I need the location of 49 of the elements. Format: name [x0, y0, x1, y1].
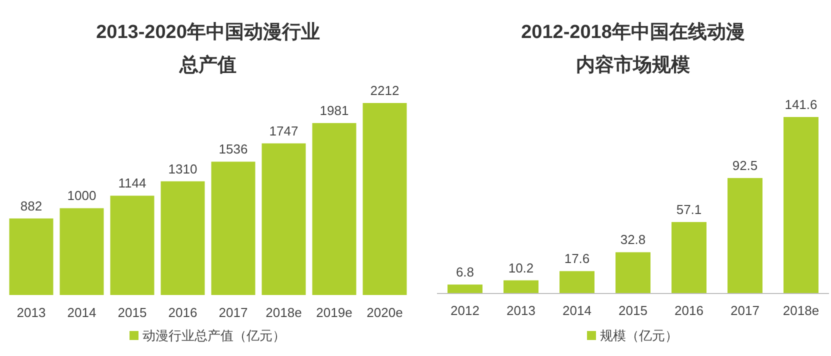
x-tick-label: 2013 — [506, 303, 536, 318]
bar — [616, 252, 650, 293]
data-label: 57.1 — [676, 202, 702, 218]
bar — [504, 280, 538, 293]
x-tick-label: 2015 — [118, 305, 147, 320]
data-label: 32.8 — [620, 232, 646, 248]
chart-title: 2012-2018年中国在线动漫内容市场规模 — [521, 21, 745, 76]
data-label: 17.6 — [564, 251, 590, 266]
data-label: 2212 — [370, 83, 400, 98]
x-tick-label: 2017 — [218, 305, 248, 320]
data-label: 141.6 — [784, 97, 818, 112]
data-label: 92.5 — [732, 158, 758, 174]
x-tick-label: 2018e — [266, 305, 302, 320]
bar — [784, 117, 818, 293]
x-tick-label: 2013 — [16, 305, 46, 320]
data-label: 10.2 — [508, 260, 534, 276]
bar — [362, 103, 407, 295]
bar — [728, 178, 762, 293]
bar — [672, 222, 706, 293]
data-label: 1981 — [320, 103, 349, 118]
bar — [312, 123, 356, 295]
data-label: 1536 — [218, 142, 248, 157]
data-label: 1144 — [118, 176, 146, 191]
x-tick-label: 2015 — [618, 303, 648, 318]
x-tick-label: 2017 — [730, 303, 760, 318]
bar — [211, 162, 256, 295]
x-tick-label: 2016 — [168, 305, 198, 320]
bar — [9, 218, 54, 295]
data-label: 1000 — [67, 188, 96, 204]
data-label: 1310 — [168, 161, 198, 176]
bar — [560, 271, 594, 293]
bar — [262, 143, 306, 295]
x-tick-label: 2012 — [450, 303, 480, 318]
legend-label: 动漫行业总产值（亿元） — [142, 328, 286, 343]
chart-title: 2013-2020年中国动漫行业总产值 — [96, 21, 320, 76]
data-label: 1747 — [269, 123, 298, 138]
bar — [448, 284, 482, 293]
legend-label: 规模（亿元） — [600, 328, 678, 343]
x-tick-label: 2016 — [674, 303, 704, 318]
x-tick-label: 2014 — [67, 305, 96, 320]
x-tick-label: 2020e — [366, 305, 403, 320]
bar — [110, 196, 154, 295]
x-tick-label: 2019e — [316, 305, 352, 320]
data-label: 882 — [20, 198, 42, 214]
bar — [160, 181, 205, 295]
data-label: 6.8 — [456, 264, 474, 280]
x-tick-label: 2014 — [562, 303, 592, 318]
x-tick-label: 2018e — [782, 303, 820, 318]
bar — [60, 208, 104, 295]
